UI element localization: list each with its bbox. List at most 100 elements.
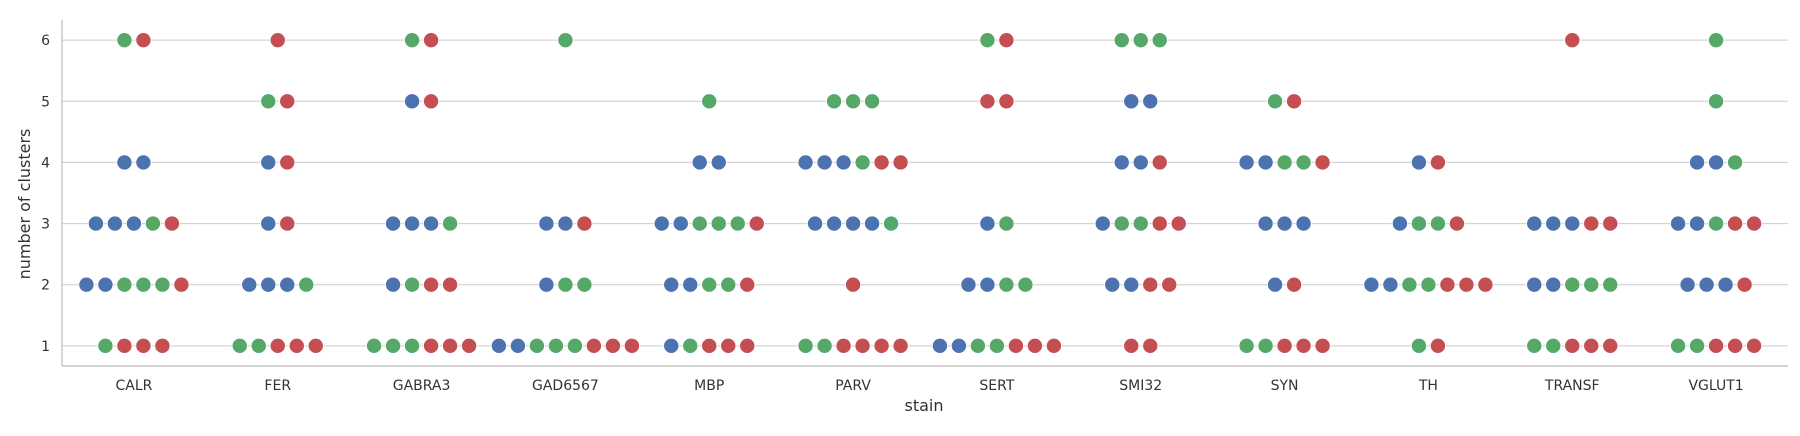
data-point-fer-5-0 [260,93,277,110]
y-tick-label-2: 2 [41,278,50,294]
data-point-syn-2-1 [1286,276,1303,293]
x-tick-label-smi32: SMI32 [1119,378,1162,394]
data-point-mbp-1-3 [720,337,737,354]
data-point-parv-3-3 [864,215,881,232]
data-point-syn-2-0 [1267,276,1284,293]
data-point-gabra3-2-0 [385,276,402,293]
data-point-sert-5-0 [979,93,996,110]
data-point-gabra3-1-4 [442,337,459,354]
data-point-transf-1-2 [1564,337,1581,354]
data-point-parv-5-0 [826,93,843,110]
data-point-sert-1-5 [1026,337,1043,354]
data-point-syn-5-1 [1286,93,1303,110]
data-point-vglut1-2-3 [1736,276,1753,293]
data-point-parv-1-4 [873,337,890,354]
data-point-calr-4-0 [116,154,133,171]
data-point-th-2-0 [1363,276,1380,293]
data-point-gad6567-1-2 [528,337,545,354]
data-point-parv-4-1 [816,154,833,171]
data-point-gabra3-1-0 [366,337,383,354]
data-point-sert-1-1 [950,337,967,354]
data-point-sert-2-2 [998,276,1015,293]
data-points [78,32,1763,354]
data-point-sert-1-2 [969,337,986,354]
data-point-gad6567-1-0 [490,337,507,354]
data-point-fer-2-3 [298,276,315,293]
x-tick-label-mbp: MBP [694,378,724,394]
data-point-mbp-4-0 [691,154,708,171]
data-point-vglut1-1-0 [1670,337,1687,354]
data-point-calr-6-0 [116,32,133,49]
data-point-calr-3-4 [163,215,180,232]
y-tick-label-6: 6 [41,33,50,49]
data-point-transf-3-3 [1583,215,1600,232]
axes [61,20,1788,367]
data-point-smi32-3-4 [1170,215,1187,232]
data-point-sert-2-1 [979,276,996,293]
data-point-mbp-1-0 [663,337,680,354]
data-point-fer-2-1 [260,276,277,293]
data-point-gabra3-2-3 [442,276,459,293]
data-point-parv-1-3 [854,337,871,354]
data-point-smi32-4-2 [1151,154,1168,171]
data-point-gabra3-1-5 [461,337,478,354]
gridlines [62,39,1788,347]
data-point-syn-3-0 [1257,215,1274,232]
data-point-gabra3-3-2 [423,215,440,232]
data-point-gabra3-3-1 [404,215,421,232]
data-point-parv-5-2 [864,93,881,110]
data-point-th-2-4 [1439,276,1456,293]
data-point-smi32-2-1 [1123,276,1140,293]
data-point-mbp-5-0 [701,93,718,110]
data-point-gabra3-5-1 [423,93,440,110]
data-point-parv-4-0 [797,154,814,171]
x-tick-label-sert: SERT [979,378,1014,394]
data-point-fer-3-0 [260,215,277,232]
data-point-parv-4-4 [873,154,890,171]
data-point-sert-6-0 [979,32,996,49]
data-point-fer-6-0 [269,32,286,49]
data-point-gabra3-2-2 [423,276,440,293]
data-point-parv-3-4 [883,215,900,232]
data-point-parv-1-0 [797,337,814,354]
data-point-parv-1-1 [816,337,833,354]
data-point-gad6567-3-1 [557,215,574,232]
data-point-fer-1-2 [269,337,286,354]
data-point-vglut1-5-0 [1708,93,1725,110]
data-point-smi32-2-3 [1161,276,1178,293]
y-tick-label-1: 1 [41,339,50,355]
data-point-transf-2-4 [1602,276,1619,293]
data-point-vglut1-3-3 [1727,215,1744,232]
data-point-gad6567-3-0 [538,215,555,232]
data-point-vglut1-4-0 [1689,154,1706,171]
data-point-th-3-3 [1448,215,1465,232]
data-point-sert-1-3 [988,337,1005,354]
data-point-transf-1-3 [1583,337,1600,354]
data-point-syn-1-1 [1257,337,1274,354]
data-point-gad6567-2-2 [576,276,593,293]
data-point-mbp-3-0 [653,215,670,232]
data-point-sert-5-1 [998,93,1015,110]
data-point-smi32-2-0 [1104,276,1121,293]
data-point-transf-2-3 [1583,276,1600,293]
data-point-smi32-3-3 [1151,215,1168,232]
data-point-sert-3-0 [979,215,996,232]
data-point-th-3-1 [1410,215,1427,232]
data-point-parv-1-5 [892,337,909,354]
data-point-gad6567-2-1 [557,276,574,293]
data-point-fer-2-2 [279,276,296,293]
data-point-mbp-3-3 [710,215,727,232]
data-point-transf-3-1 [1545,215,1562,232]
data-point-smi32-6-1 [1132,32,1149,49]
data-point-gabra3-2-1 [404,276,421,293]
data-point-calr-3-0 [87,215,104,232]
data-point-th-1-1 [1429,337,1446,354]
data-point-parv-4-5 [892,154,909,171]
data-point-parv-4-2 [835,154,852,171]
data-point-fer-1-0 [231,337,248,354]
data-point-calr-1-1 [116,337,133,354]
y-axis-label: number of clusters [15,129,34,280]
data-point-calr-3-3 [144,215,161,232]
